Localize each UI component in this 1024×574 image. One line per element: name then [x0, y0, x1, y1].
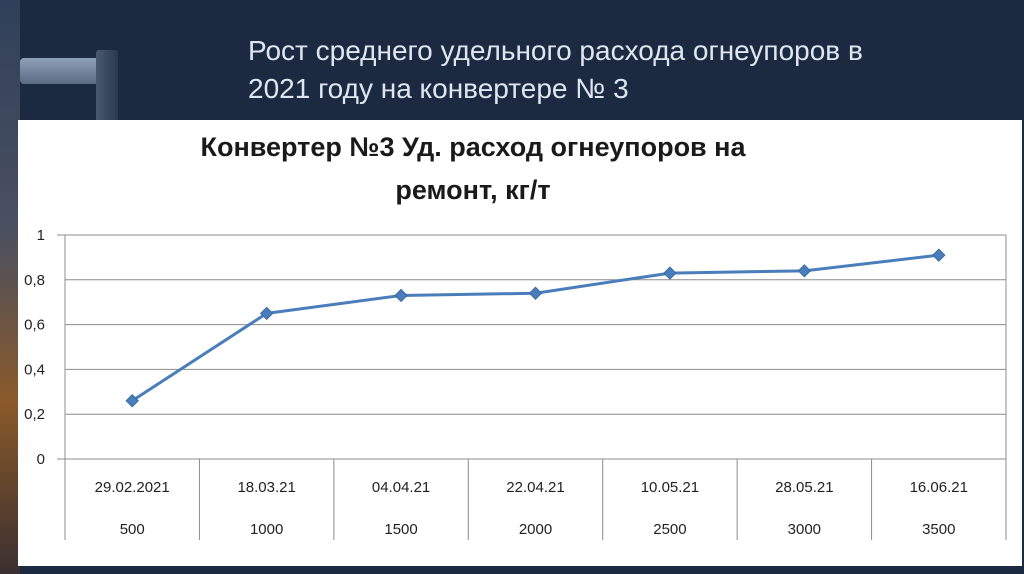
data-point [663, 266, 677, 280]
series-line [131, 253, 939, 403]
slide-title: Рост среднего удельного расхода огнеупор… [248, 32, 988, 108]
data-point [528, 286, 543, 300]
x-tick-label: 22.04.21 [506, 479, 564, 496]
data-point [259, 306, 274, 321]
y-tick-label: 0,2 [24, 406, 45, 423]
x-tick-label: 18.03.21 [237, 479, 295, 496]
background-decoration [0, 0, 20, 574]
background-pillar [96, 50, 118, 140]
x-tick-label: 29.02.2021 [95, 479, 170, 496]
x-tick-label-secondary: 1000 [250, 521, 283, 538]
x-tick-label-secondary: 2500 [653, 521, 686, 538]
slide-title-line2: 2021 году на конвертере № 3 [248, 73, 629, 104]
chart-title-line1: Конвертер №3 Уд. расход огнеупоров на [200, 132, 746, 162]
x-tick-label-secondary: 500 [120, 521, 145, 538]
data-point [394, 288, 408, 303]
y-tick-label: 0,6 [24, 317, 45, 334]
line-chart: 0 0,2 0,4 0,6 0,8 1 29.02.2021 18.03.21 04.04.21… [24, 227, 1007, 540]
data-point [125, 394, 139, 408]
x-tick-label: 28.05.21 [775, 479, 833, 496]
y-tick-label: 0,4 [24, 361, 45, 378]
chart-title-line2: ремонт, кг/т [395, 175, 551, 205]
y-tick-label: 0,8 [24, 272, 45, 289]
x-tick-label-secondary: 2000 [519, 521, 552, 538]
x-tick-label: 16.06.21 [910, 479, 968, 496]
x-tick-label-secondary: 3000 [788, 521, 821, 538]
y-tick-label: 1 [37, 227, 45, 244]
slide-title-line1: Рост среднего удельного расхода огнеупор… [248, 35, 863, 66]
y-tick-label: 0 [37, 451, 45, 468]
x-tick-label-secondary: 1500 [384, 521, 417, 538]
chart-panel: Конвертер №3 Уд. расход огнеупоров на ре… [18, 120, 1022, 566]
x-tick-label: 04.04.21 [372, 479, 430, 496]
data-point [932, 248, 946, 262]
chart-title: Конвертер №3 Уд. расход огнеупоров на ре… [148, 126, 798, 212]
x-tick-label-secondary: 3500 [922, 521, 955, 538]
x-tick-label: 10.05.21 [641, 479, 699, 496]
data-point [797, 264, 812, 278]
